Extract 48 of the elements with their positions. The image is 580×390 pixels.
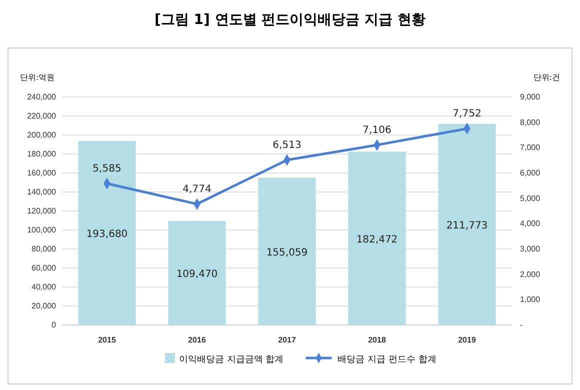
y-tick-label: 0 <box>52 320 57 330</box>
y-tick-label: 20,000 <box>32 302 57 311</box>
data-label: 155,059 <box>266 247 308 258</box>
x-tick-label: 2018 <box>368 336 386 345</box>
data-label: 182,472 <box>356 234 398 246</box>
y2-tick-label: 9,000 <box>520 92 541 102</box>
data-label: 109,470 <box>176 269 218 280</box>
y-tick-label: 100,000 <box>27 226 57 235</box>
y-tick-label: 140,000 <box>27 188 57 197</box>
chart-title: [그림 1] 연도별 펀드이익배당금 지급 현황 <box>154 12 426 28</box>
x-tick-label: 2016 <box>188 336 206 345</box>
x-tick-label: 2019 <box>458 336 476 345</box>
x-tick-label: 2015 <box>98 336 116 345</box>
y-tick-label: 180,000 <box>27 150 57 159</box>
data-label: 7,106 <box>362 124 392 136</box>
y2-tick-label: 7,000 <box>520 143 541 152</box>
legend-label: 배당금 지급 펀드수 합계 <box>338 355 436 365</box>
data-label: 7,752 <box>452 108 482 120</box>
y-tick-label: 80,000 <box>32 244 57 254</box>
y-tick-label: 60,000 <box>32 264 57 273</box>
x-tick-label: 2017 <box>278 336 296 345</box>
bar <box>438 124 496 325</box>
data-label: 193,680 <box>86 229 128 240</box>
y-tick-label: 40,000 <box>32 282 57 292</box>
bar <box>258 178 316 325</box>
legend-label: 이익배당금 지급금액 합계 <box>179 355 284 365</box>
y2-tick-label: 4,000 <box>520 219 541 228</box>
data-label: 211,773 <box>446 220 488 232</box>
y2-tick-label: 5,000 <box>520 194 541 203</box>
y2-tick-label: 6,000 <box>520 168 541 178</box>
y2-tick-label: - <box>520 320 523 330</box>
y2-tick-label: 3,000 <box>520 244 541 254</box>
y2-tick-label: 8,000 <box>520 118 541 127</box>
y2-axis-title: 단위:건 <box>533 73 560 82</box>
y-tick-label: 120,000 <box>27 206 57 216</box>
data-label: 6,513 <box>272 140 302 152</box>
bar <box>348 152 406 325</box>
y-tick-label: 240,000 <box>27 92 57 102</box>
data-label: 4,774 <box>182 184 212 196</box>
bar <box>168 221 226 325</box>
y-tick-label: 220,000 <box>27 112 57 121</box>
y-tick-label: 200,000 <box>27 130 57 140</box>
y-tick-label: 160,000 <box>27 168 57 178</box>
y2-tick-label: 2,000 <box>520 270 541 279</box>
y-axis-title: 단위:억원 <box>20 73 55 82</box>
data-label: 5,585 <box>92 164 122 175</box>
y2-tick-label: 1,000 <box>520 295 541 304</box>
bar <box>78 141 136 325</box>
